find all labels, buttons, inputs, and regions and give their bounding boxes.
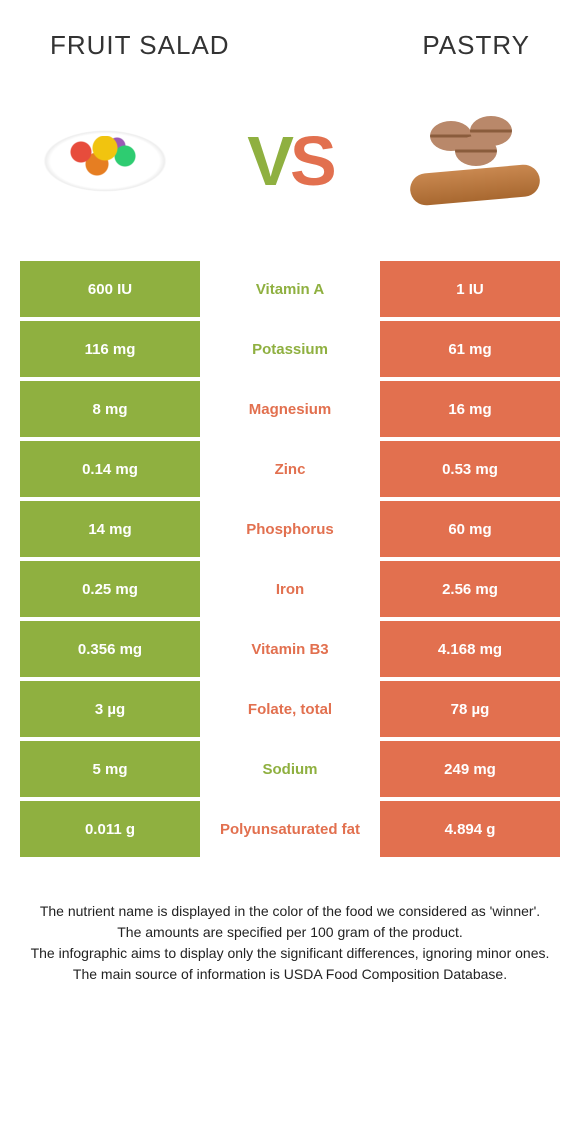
nutrient-name: Sodium <box>200 741 380 797</box>
table-row: 0.356 mg Vitamin B3 4.168 mg <box>20 621 560 677</box>
pastry-image <box>390 101 560 221</box>
table-row: 600 IU Vitamin A 1 IU <box>20 261 560 317</box>
nutrient-name: Polyunsaturated fat <box>200 801 380 857</box>
left-value: 14 mg <box>20 501 200 557</box>
nutrient-label: Vitamin A <box>256 281 324 298</box>
right-value: 249 mg <box>380 741 560 797</box>
nutrient-name: Vitamin B3 <box>200 621 380 677</box>
left-value: 116 mg <box>20 321 200 377</box>
nutrient-label: Potassium <box>252 341 328 358</box>
nutrient-name: Vitamin A <box>200 261 380 317</box>
nutrient-name: Folate, total <box>200 681 380 737</box>
footnote: The nutrient name is displayed in the co… <box>0 861 580 1005</box>
table-row: 8 mg Magnesium 16 mg <box>20 381 560 437</box>
title-right: Pastry <box>422 30 530 61</box>
vs-letter-v: V <box>247 122 290 200</box>
left-value: 5 mg <box>20 741 200 797</box>
left-value: 8 mg <box>20 381 200 437</box>
right-value: 1 IU <box>380 261 560 317</box>
nutrient-label: Polyunsaturated fat <box>220 821 360 838</box>
table-row: 0.14 mg Zinc 0.53 mg <box>20 441 560 497</box>
vs-label: VS <box>247 121 332 201</box>
right-value: 4.894 g <box>380 801 560 857</box>
footnote-line: The infographic aims to display only the… <box>30 943 550 964</box>
nutrient-name: Phosphorus <box>200 501 380 557</box>
nutrient-name: Zinc <box>200 441 380 497</box>
nutrient-label: Vitamin B3 <box>251 641 328 658</box>
nutrient-label: Phosphorus <box>246 521 334 538</box>
fruit-salad-image <box>20 101 190 221</box>
left-value: 0.25 mg <box>20 561 200 617</box>
nutrient-label: Sodium <box>263 761 318 778</box>
right-value: 4.168 mg <box>380 621 560 677</box>
comparison-table: 600 IUVitamin A1 IU116 mgPotassium61 mg8… <box>20 261 560 857</box>
left-value: 600 IU <box>20 261 200 317</box>
left-value: 0.356 mg <box>20 621 200 677</box>
nutrient-label: Zinc <box>275 461 306 478</box>
right-value: 78 µg <box>380 681 560 737</box>
nutrient-label: Folate, total <box>248 701 332 718</box>
vs-letter-s: S <box>290 122 333 200</box>
left-value: 0.14 mg <box>20 441 200 497</box>
header: Fruit salad Pastry <box>0 0 580 71</box>
right-value: 60 mg <box>380 501 560 557</box>
footnote-line: The main source of information is USDA F… <box>30 964 550 985</box>
table-row: 0.25 mg Iron 2.56 mg <box>20 561 560 617</box>
table-row: 5 mg Sodium 249 mg <box>20 741 560 797</box>
table-row: 3 µg Folate, total 78 µg <box>20 681 560 737</box>
nutrient-label: Iron <box>276 581 304 598</box>
nutrient-name: Magnesium <box>200 381 380 437</box>
footnote-line: The amounts are specified per 100 gram o… <box>30 922 550 943</box>
right-value: 0.53 mg <box>380 441 560 497</box>
pastry-icon <box>400 111 550 211</box>
images-row: VS <box>0 71 580 261</box>
nutrient-name: Iron <box>200 561 380 617</box>
plate-icon <box>35 126 175 196</box>
table-row: 0.011 g Polyunsaturated fat 4.894 g <box>20 801 560 857</box>
table-row: 116 mg Potassium 61 mg <box>20 321 560 377</box>
nutrient-name: Potassium <box>200 321 380 377</box>
title-left: Fruit salad <box>50 30 230 61</box>
footnote-line: The nutrient name is displayed in the co… <box>30 901 550 922</box>
table-row: 14 mg Phosphorus 60 mg <box>20 501 560 557</box>
right-value: 61 mg <box>380 321 560 377</box>
right-value: 2.56 mg <box>380 561 560 617</box>
left-value: 0.011 g <box>20 801 200 857</box>
right-value: 16 mg <box>380 381 560 437</box>
left-value: 3 µg <box>20 681 200 737</box>
nutrient-label: Magnesium <box>249 401 332 418</box>
